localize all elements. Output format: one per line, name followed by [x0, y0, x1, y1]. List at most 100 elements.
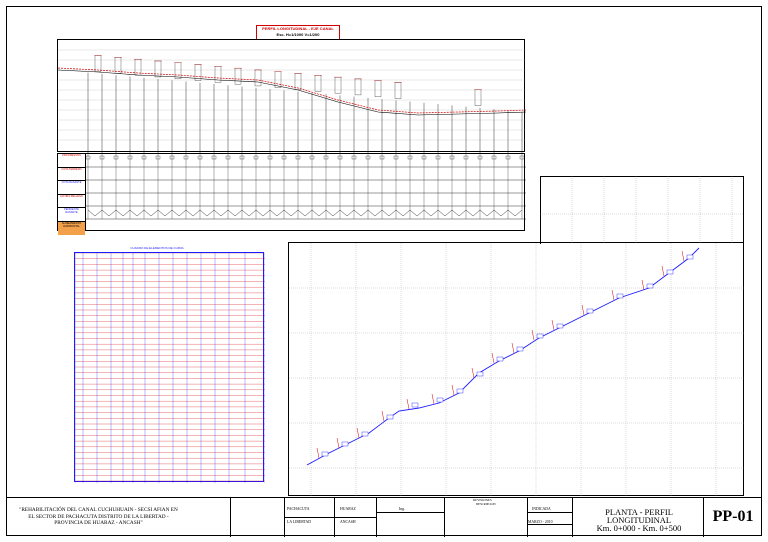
station-box [239, 155, 245, 160]
band-label: COTA TERRENO [58, 168, 85, 182]
station-tag [666, 269, 674, 275]
band-label: ALINEAMIENTO HORIZONTAL [58, 221, 85, 235]
station-box [127, 155, 133, 160]
scale-value: Ing. [399, 507, 406, 511]
structure-mark [114, 57, 122, 74]
station-box [449, 155, 455, 160]
structure-mark [474, 89, 482, 106]
structure-mark [314, 75, 322, 92]
profile-title: PERFIL LONGITUDINAL - EJE CANAL Esc. H=1… [256, 25, 340, 40]
cross-section-mark [336, 437, 340, 449]
station-tag [496, 356, 504, 362]
plan-view [288, 242, 745, 497]
structure-mark [94, 55, 102, 72]
band-label: COTA RASANTE [58, 181, 85, 195]
cross-section-mark [511, 342, 515, 354]
table-title: CUADRO DE ELEMENTOS DE CURVA [130, 246, 184, 250]
structure-mark [334, 76, 342, 94]
station-box [197, 155, 203, 160]
band-labels: PROGRESIVAS COTA TERRENO COTA RASANTE AL… [58, 154, 86, 235]
cross-section-mark [681, 250, 685, 262]
band-label: PENDIENTE RASANTE [58, 208, 85, 222]
station-box [435, 155, 441, 160]
date-cell [528, 498, 573, 537]
station-tag [516, 346, 524, 352]
station-box [393, 155, 399, 160]
station-box [141, 155, 147, 160]
station-box [519, 155, 525, 160]
station-tag [386, 414, 394, 420]
station-box [477, 155, 483, 160]
district-2: LA LIBERTAD [287, 520, 312, 524]
station-tag [646, 283, 654, 289]
station-box [309, 155, 315, 160]
profile-drawing [57, 39, 526, 153]
station-box [169, 155, 175, 160]
cross-section-mark [451, 384, 455, 396]
station-box [183, 155, 189, 160]
project-cell [6, 498, 231, 537]
structure-mark [254, 69, 262, 87]
curve-table [74, 252, 265, 483]
drawing-sheet [6, 6, 762, 536]
structure-mark [174, 62, 182, 79]
station-box [211, 155, 217, 160]
revisions-header: REVISIONES [473, 498, 492, 502]
station-box [225, 155, 231, 160]
table-grid [75, 253, 265, 483]
cross-section-mark [641, 279, 645, 291]
divider [285, 517, 377, 518]
district-1: PACHACUTA [287, 507, 310, 511]
structure-mark [294, 73, 302, 90]
date: MARZO - 2010 [528, 520, 553, 524]
bands-svg [85, 154, 526, 220]
station-box [407, 155, 413, 160]
structure-mark [374, 80, 382, 97]
station-tag [321, 451, 329, 457]
cross-section-mark [431, 393, 435, 405]
cross-section-mark [581, 304, 585, 316]
station-box [267, 155, 273, 160]
station-box [505, 155, 511, 160]
station-tag [686, 254, 694, 260]
station-tag [536, 333, 544, 339]
station-box [365, 155, 371, 160]
station-tag [361, 431, 369, 437]
station-box [85, 155, 91, 160]
sheet-title-line2: Km. 0+000 - Km. 0+500 [596, 523, 682, 533]
cross-section-mark [531, 329, 535, 341]
profile-scale-text: Esc. H=1/1000 V=1/200 [276, 32, 320, 37]
info-cell [231, 498, 285, 537]
station-box [337, 155, 343, 160]
revision-desc: DESCRIPCION [476, 502, 496, 506]
station-tag [556, 323, 564, 329]
cross-section-mark [356, 427, 360, 439]
station-box [99, 155, 105, 160]
station-box [463, 155, 469, 160]
structure-mark [354, 78, 362, 96]
divider [377, 512, 445, 513]
band-label: PROGRESIVAS [58, 154, 85, 168]
project-name: "REHABILITACIÓN DEL CANAL CUCHUHUAIN - S… [19, 507, 178, 526]
title-block: "REHABILITACIÓN DEL CANAL CUCHUHUAIN - S… [6, 497, 762, 537]
plan-top-svg-wrap [540, 176, 744, 244]
divider [528, 512, 573, 513]
band-label: ALTURA RELLENO [58, 195, 85, 209]
profile-title-text: PERFIL LONGITUDINAL - EJE CANAL [262, 26, 334, 31]
scale-indicated: INDICADA [532, 507, 551, 511]
station-box [323, 155, 329, 160]
cross-section-mark [491, 352, 495, 364]
cross-section-mark [471, 367, 475, 379]
plan-top-svg [540, 176, 744, 244]
divider [528, 524, 573, 525]
station-tag [341, 441, 349, 447]
profile-data-bands: PROGRESIVAS COTA TERRENO COTA RASANTE AL… [57, 153, 526, 235]
cross-section-mark [551, 319, 555, 331]
sheet-title-line1: PLANTA - PERFIL LONGITUDINAL [605, 507, 673, 525]
province: HUARAZ [340, 507, 356, 511]
station-box [113, 155, 119, 160]
sheet-title: PLANTA - PERFIL LONGITUDINAL Km. 0+000 -… [575, 507, 703, 533]
station-box [379, 155, 385, 160]
cross-section-mark [406, 398, 410, 410]
structure-mark [234, 68, 242, 85]
